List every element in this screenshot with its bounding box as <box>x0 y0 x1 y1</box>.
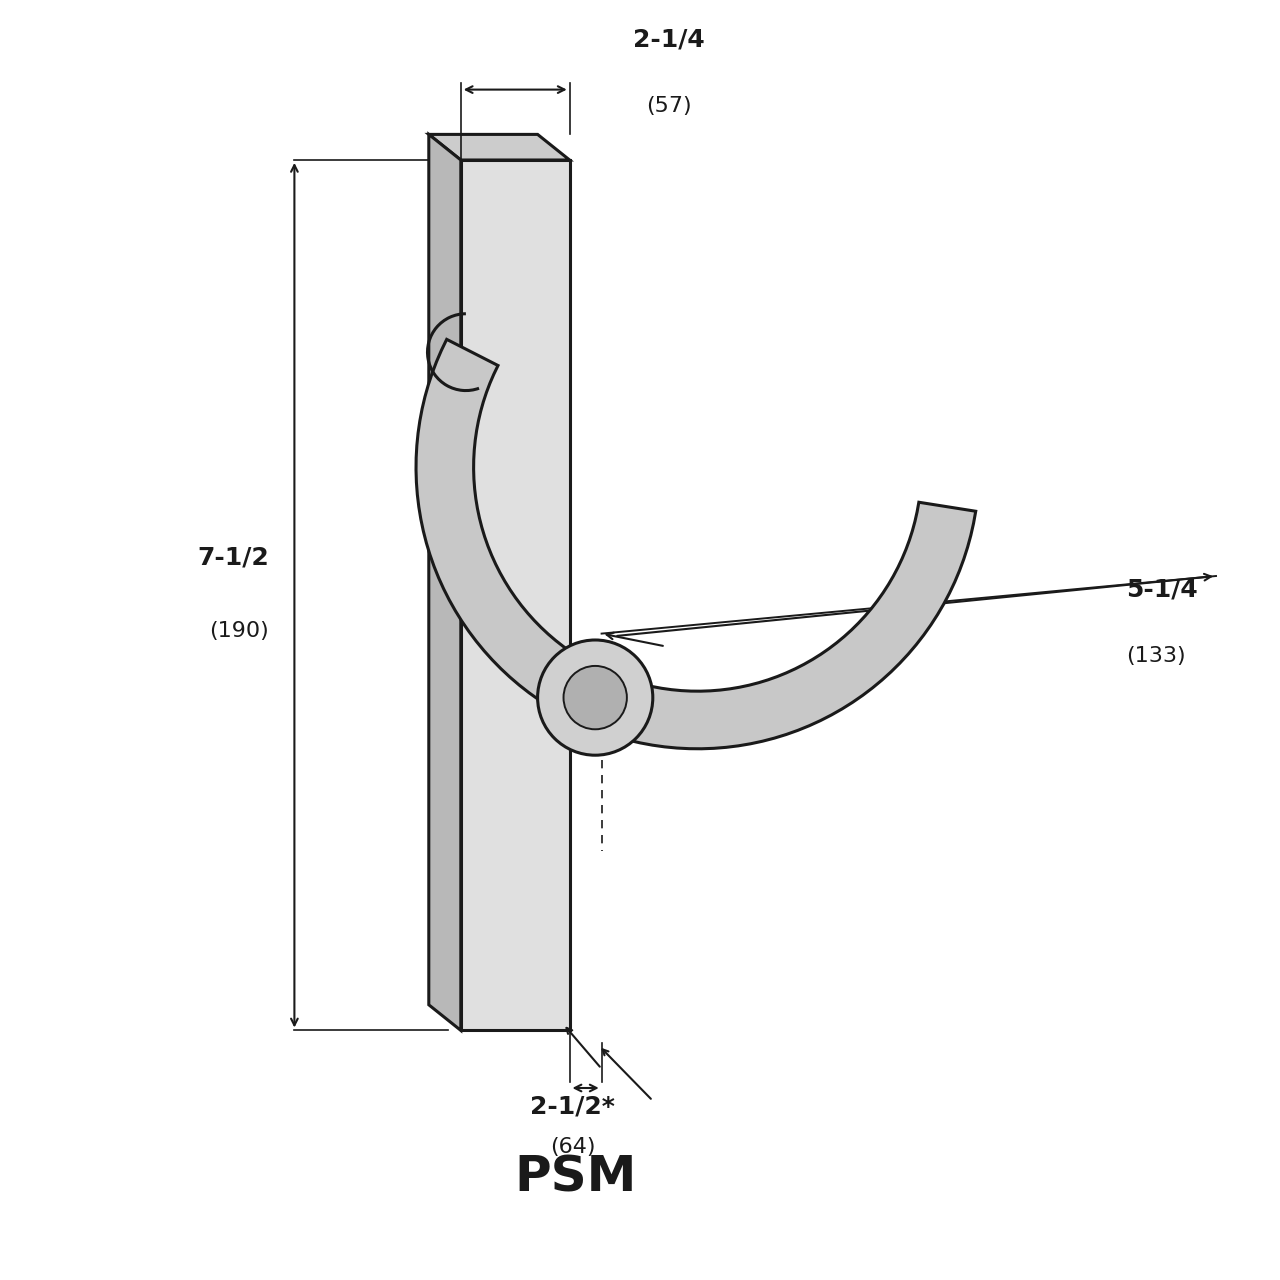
Polygon shape <box>461 160 570 1030</box>
Text: 2-1/2*: 2-1/2* <box>530 1094 616 1119</box>
Text: (57): (57) <box>646 96 691 116</box>
Polygon shape <box>429 134 570 160</box>
Circle shape <box>563 666 627 730</box>
Text: (133): (133) <box>1126 646 1187 667</box>
Text: 2-1/4: 2-1/4 <box>632 27 705 51</box>
Text: (190): (190) <box>209 621 269 641</box>
Text: 7-1/2: 7-1/2 <box>197 545 269 570</box>
Text: 5-1/4: 5-1/4 <box>1126 577 1198 602</box>
Circle shape <box>538 640 653 755</box>
Polygon shape <box>429 134 461 1030</box>
Polygon shape <box>416 339 975 749</box>
Text: PSM: PSM <box>515 1153 637 1202</box>
Text: (64): (64) <box>550 1137 595 1157</box>
